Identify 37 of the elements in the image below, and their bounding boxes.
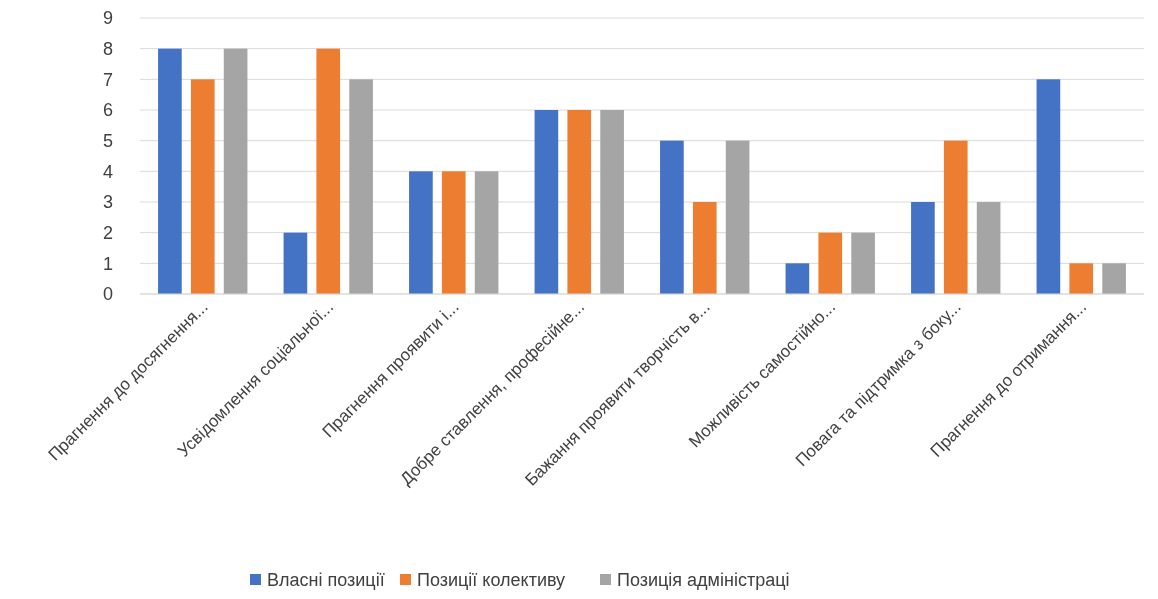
bar (441, 171, 466, 294)
bar (725, 140, 750, 294)
bar (474, 171, 499, 294)
bar (534, 110, 559, 294)
bar (283, 232, 308, 294)
bar (600, 110, 624, 294)
bar (223, 48, 248, 294)
bar (1069, 263, 1094, 294)
bar (692, 202, 717, 294)
y-tick-label: 3 (102, 192, 113, 213)
legend-label: Позиція адміністраці (617, 570, 790, 590)
bar (943, 140, 968, 294)
bar (851, 232, 875, 294)
y-tick-label: 2 (102, 222, 113, 243)
bar (158, 48, 182, 294)
y-tick-label: 8 (102, 38, 113, 59)
legend-label: Позиції колективу (417, 570, 566, 590)
bar (316, 48, 341, 294)
bar (567, 110, 592, 294)
bar (785, 263, 810, 294)
y-tick-label: 1 (102, 253, 113, 274)
bar (409, 171, 433, 294)
bar (660, 140, 684, 294)
y-tick-label: 9 (102, 8, 113, 29)
bar (349, 79, 373, 294)
bar (1036, 79, 1061, 294)
bar (818, 232, 843, 294)
y-tick-label: 7 (102, 69, 113, 90)
y-tick-label: 4 (102, 161, 113, 182)
bar (911, 202, 935, 294)
y-tick-label: 0 (102, 284, 113, 305)
legend-label: Власні позиції (267, 570, 385, 590)
bar (190, 79, 215, 294)
bar (1102, 263, 1126, 294)
y-tick-label: 6 (102, 100, 113, 121)
y-tick-label: 5 (102, 130, 113, 151)
bar (976, 202, 1001, 294)
